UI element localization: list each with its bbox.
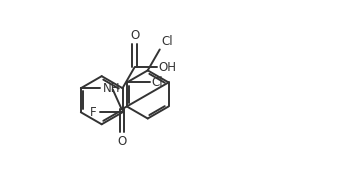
Text: Cl: Cl <box>161 35 173 48</box>
Text: NH: NH <box>103 82 121 95</box>
Text: OH: OH <box>158 61 176 74</box>
Text: O: O <box>130 29 139 42</box>
Text: F: F <box>90 106 97 119</box>
Text: Cl: Cl <box>151 76 163 89</box>
Text: O: O <box>117 135 126 147</box>
